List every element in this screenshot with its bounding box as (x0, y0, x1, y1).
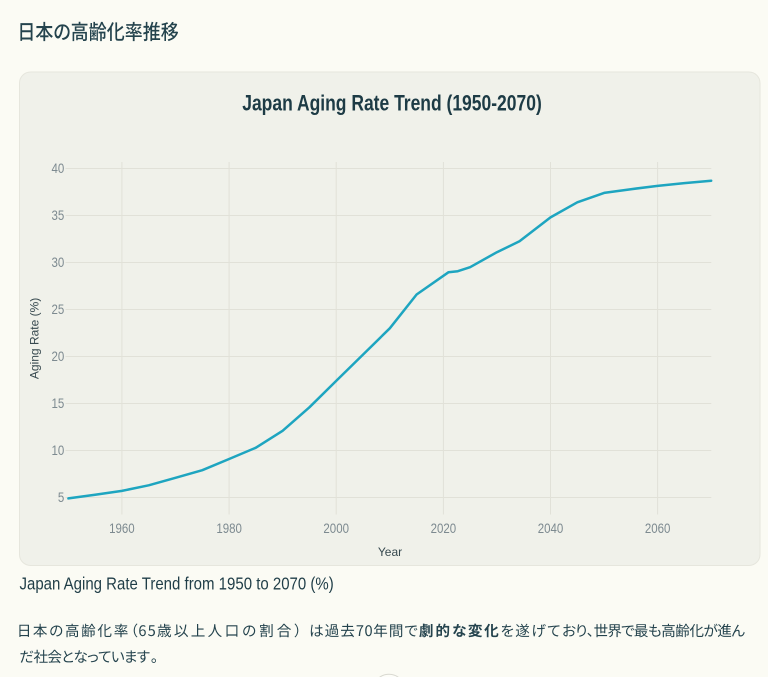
svg-text:2020: 2020 (431, 521, 457, 536)
svg-text:2040: 2040 (538, 521, 564, 536)
svg-text:Year: Year (378, 545, 402, 559)
svg-text:20: 20 (52, 349, 65, 364)
svg-text:5: 5 (58, 490, 64, 505)
svg-text:35: 35 (52, 208, 65, 223)
svg-text:Aging Rate (%): Aging Rate (%) (27, 298, 41, 379)
svg-text:Japan Aging Rate Trend (1950-2: Japan Aging Rate Trend (1950-2070) (242, 91, 542, 116)
svg-text:15: 15 (52, 396, 65, 411)
svg-text:1960: 1960 (109, 521, 135, 536)
svg-text:2060: 2060 (645, 521, 671, 536)
svg-text:1980: 1980 (216, 521, 242, 536)
svg-text:25: 25 (52, 302, 65, 317)
svg-text:10: 10 (52, 443, 65, 458)
svg-text:40: 40 (52, 161, 65, 176)
svg-text:2000: 2000 (323, 521, 349, 536)
svg-text:Japan Aging Rate Trend from 19: Japan Aging Rate Trend from 1950 to 2070… (20, 575, 334, 594)
svg-text:30: 30 (52, 255, 65, 270)
